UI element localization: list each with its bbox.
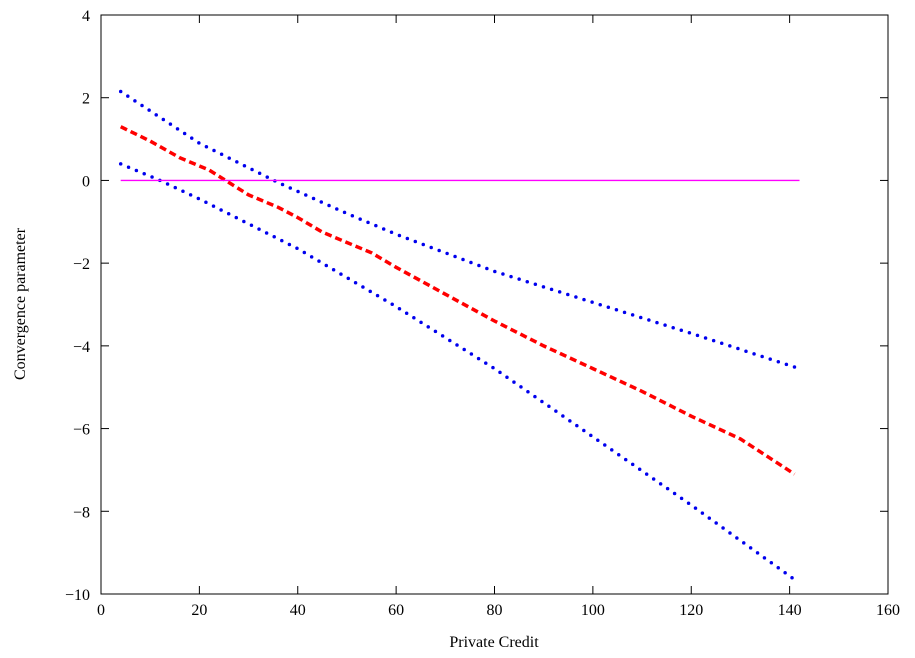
x-tick-label: 40 [290, 602, 306, 619]
x-axis-title: Private Credit [449, 634, 539, 651]
x-tick-label: 0 [97, 602, 105, 619]
x-tick-label: 120 [679, 602, 703, 619]
y-tick-label: −2 [73, 256, 90, 273]
x-tick-label: 160 [876, 602, 900, 619]
series-line-1 [119, 125, 796, 476]
y-axis-title: Convergence parameter [12, 227, 29, 380]
series-group [118, 89, 802, 582]
y-tick-label: 2 [82, 91, 90, 108]
y-tick-label: −10 [65, 587, 90, 604]
x-tick-label: 20 [191, 602, 207, 619]
axis-ticks [100, 14, 889, 595]
y-tick-labels: 4 2 0 −2 −4 −6 −8 −10 [65, 8, 90, 604]
series-line-2 [118, 162, 797, 582]
x-tick-label: 80 [487, 602, 503, 619]
x-tick-label: 140 [778, 602, 802, 619]
x-tick-label: 60 [388, 602, 404, 619]
y-tick-label: −4 [73, 339, 90, 356]
series-line-0 [118, 89, 802, 371]
x-tick-label: 100 [581, 602, 605, 619]
x-tick-labels: 0 20 40 60 80 100 120 140 160 [97, 602, 900, 619]
plot-frame [100, 14, 889, 595]
y-tick-label: 4 [82, 8, 90, 25]
y-tick-label: −6 [73, 422, 90, 439]
y-tick-label: 0 [82, 173, 90, 190]
y-tick-label: −8 [73, 504, 90, 521]
